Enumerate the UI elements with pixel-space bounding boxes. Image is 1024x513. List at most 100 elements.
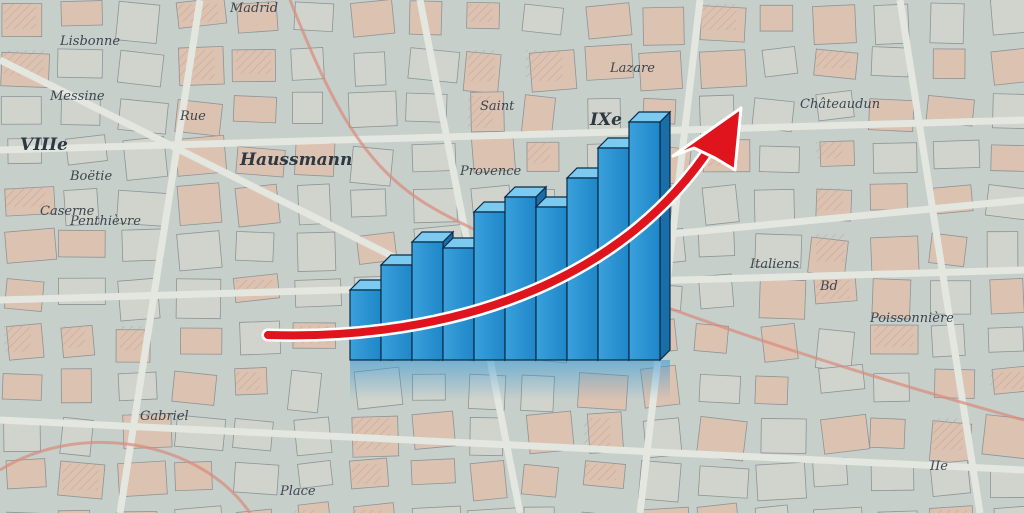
- map-block: [754, 504, 792, 513]
- bar-face: [411, 241, 444, 361]
- map-label: Rue: [179, 109, 206, 124]
- map-block: [696, 502, 741, 513]
- map-block: [292, 91, 323, 124]
- map-block: [585, 2, 633, 40]
- map-label: Penthièvre: [69, 214, 141, 229]
- map-block: [520, 463, 559, 498]
- map-block: [290, 47, 325, 81]
- map-block: [174, 99, 224, 137]
- bar-reflection: [350, 360, 670, 400]
- map-hatch: [932, 510, 967, 513]
- map-block: [3, 278, 45, 312]
- map-label: IIe: [929, 459, 948, 474]
- map-label: Bd: [819, 279, 838, 294]
- map-hatch: [236, 50, 272, 74]
- map-block: [232, 95, 278, 124]
- map-hatch: [816, 234, 845, 262]
- map-block: [296, 231, 337, 273]
- map-hatch: [990, 372, 1024, 390]
- map-block: [5, 458, 47, 490]
- map-block: [116, 511, 158, 513]
- map-hatch: [4, 188, 46, 208]
- map-label: Poissonnière: [869, 311, 954, 326]
- map-block: [989, 277, 1024, 315]
- map-block: [174, 505, 225, 513]
- map-block: [63, 187, 100, 227]
- map-block: [235, 508, 275, 513]
- map-hatch: [816, 50, 850, 69]
- map-hatch: [352, 418, 390, 450]
- map-block: [467, 507, 519, 513]
- map-block: [877, 510, 919, 513]
- bar-side: [659, 110, 671, 362]
- map-hatch: [4, 326, 31, 352]
- map-hatch: [352, 464, 382, 485]
- map-block: [987, 326, 1024, 353]
- map-block: [820, 413, 871, 455]
- map-label: Saint: [480, 99, 515, 114]
- map-block: [642, 6, 685, 46]
- bar-face: [473, 211, 506, 361]
- map-block: [349, 0, 396, 38]
- map-block: [815, 89, 855, 122]
- map-hatch: [874, 326, 914, 347]
- arrow-head: [671, 106, 743, 172]
- map-block: [175, 278, 222, 320]
- map-label: Châteaudun: [800, 97, 880, 112]
- map-hatch: [468, 4, 493, 22]
- map-block: [353, 51, 387, 87]
- map-block: [698, 49, 748, 89]
- map-block: [990, 47, 1024, 86]
- map-block: [990, 144, 1024, 172]
- map-block: [818, 363, 866, 394]
- map-block: [171, 370, 218, 406]
- map-label: Haussmann: [239, 150, 352, 170]
- map-label: Lisbonne: [59, 34, 120, 49]
- map-block: [410, 458, 456, 486]
- map-block: [698, 373, 742, 404]
- map-block: [350, 188, 387, 218]
- map-hatch: [352, 510, 384, 513]
- map-block: [297, 459, 334, 489]
- map-block: [754, 375, 789, 406]
- street: [0, 416, 1024, 474]
- map-block: [349, 145, 394, 187]
- map-hatch: [816, 280, 850, 299]
- map-label: IXe: [589, 110, 622, 130]
- map-label: Boëtie: [69, 169, 112, 184]
- map-block: [179, 327, 223, 355]
- map-block: [1, 373, 43, 401]
- arrow-shaft: [264, 141, 716, 340]
- map-block: [872, 142, 918, 174]
- map-hatch: [526, 142, 550, 164]
- map-hatch: [816, 142, 842, 159]
- map-block: [523, 506, 555, 513]
- rail-line: [288, 0, 1024, 422]
- map-block: [0, 95, 42, 125]
- map-hatch: [62, 464, 99, 491]
- map-block: [928, 505, 975, 513]
- map-block: [115, 0, 161, 45]
- map-block: [701, 184, 740, 226]
- map-block: [871, 278, 912, 320]
- map-block: [932, 48, 966, 79]
- street: [896, 0, 984, 513]
- map-block: [989, 0, 1024, 36]
- map-block: [812, 506, 864, 513]
- street: [116, 0, 204, 513]
- map-label: Gabriel: [140, 409, 189, 424]
- map-label: Messine: [49, 89, 105, 104]
- map-block: [469, 417, 504, 457]
- bar-face: [628, 121, 661, 361]
- map-block: [176, 230, 223, 272]
- map-block: [637, 460, 682, 503]
- map-label: Italiens: [749, 257, 799, 272]
- map-block: [760, 418, 807, 454]
- map-block: [293, 1, 335, 33]
- map-block: [697, 465, 750, 499]
- map-block: [869, 183, 908, 211]
- map-block: [235, 146, 286, 178]
- bar-face: [380, 264, 413, 361]
- map-block: [233, 461, 280, 496]
